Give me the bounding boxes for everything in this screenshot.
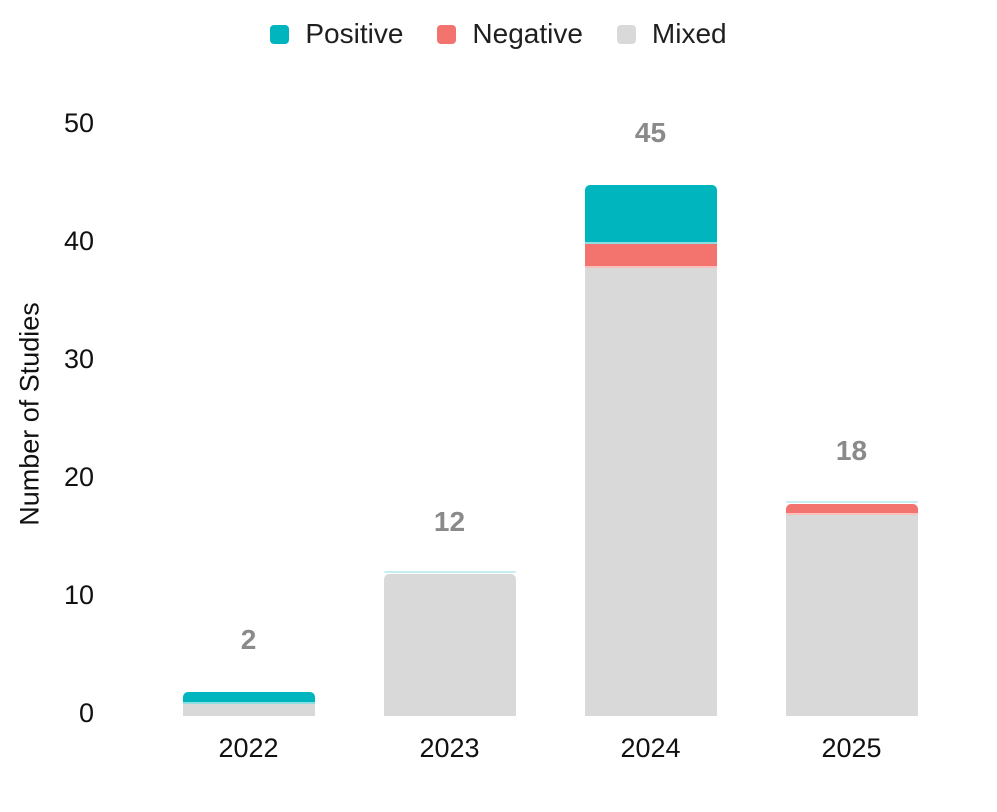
bar-total-label-2025: 18 xyxy=(835,435,868,467)
legend-item-mixed: Mixed xyxy=(616,18,727,50)
bar-segment-negative-2024 xyxy=(584,244,717,268)
x-tick-label-2025: 2025 xyxy=(821,733,882,763)
bar-segment-mixed-2022 xyxy=(182,704,315,716)
y-tick-label: 30 xyxy=(63,344,94,374)
bar-2025 xyxy=(785,500,918,716)
y-tick-label: 50 xyxy=(63,108,94,138)
bar-segment-positive-2022 xyxy=(182,692,315,705)
zero-positive-hairline xyxy=(785,500,918,503)
legend-label: Positive xyxy=(305,18,404,49)
bar-total-label-2024: 45 xyxy=(634,116,667,148)
bar-segment-mixed-2025 xyxy=(785,515,918,716)
bar-total-label-2022: 2 xyxy=(240,623,257,655)
y-tick-label: 10 xyxy=(63,580,94,610)
bar-2022 xyxy=(182,692,315,716)
bar-segment-mixed-2024 xyxy=(584,267,717,716)
y-tick-label: 40 xyxy=(63,226,94,256)
zero-positive-hairline xyxy=(383,571,516,574)
y-tick-label: 20 xyxy=(63,462,94,492)
legend-label: Mixed xyxy=(651,18,727,49)
bar-segment-mixed-2023 xyxy=(383,574,516,716)
bar-segment-positive-2024 xyxy=(584,185,717,244)
legend-swatch-positive xyxy=(270,24,290,44)
x-tick-label-2023: 2023 xyxy=(419,733,480,763)
bar-2024 xyxy=(584,185,717,716)
legend-item-positive: Positive xyxy=(270,18,403,50)
x-tick-label-2024: 2024 xyxy=(620,733,681,763)
legend: Positive Negative Mixed xyxy=(0,18,997,50)
y-tick-label: 0 xyxy=(78,698,94,728)
bar-segment-negative-2025 xyxy=(785,503,918,516)
x-tick-label-2022: 2022 xyxy=(218,733,279,763)
legend-swatch-mixed xyxy=(616,24,636,44)
bar-2023 xyxy=(383,571,516,716)
legend-item-negative: Negative xyxy=(437,18,583,50)
legend-label: Negative xyxy=(472,18,583,49)
bar-total-label-2023: 12 xyxy=(433,505,466,537)
legend-swatch-negative xyxy=(437,24,457,44)
